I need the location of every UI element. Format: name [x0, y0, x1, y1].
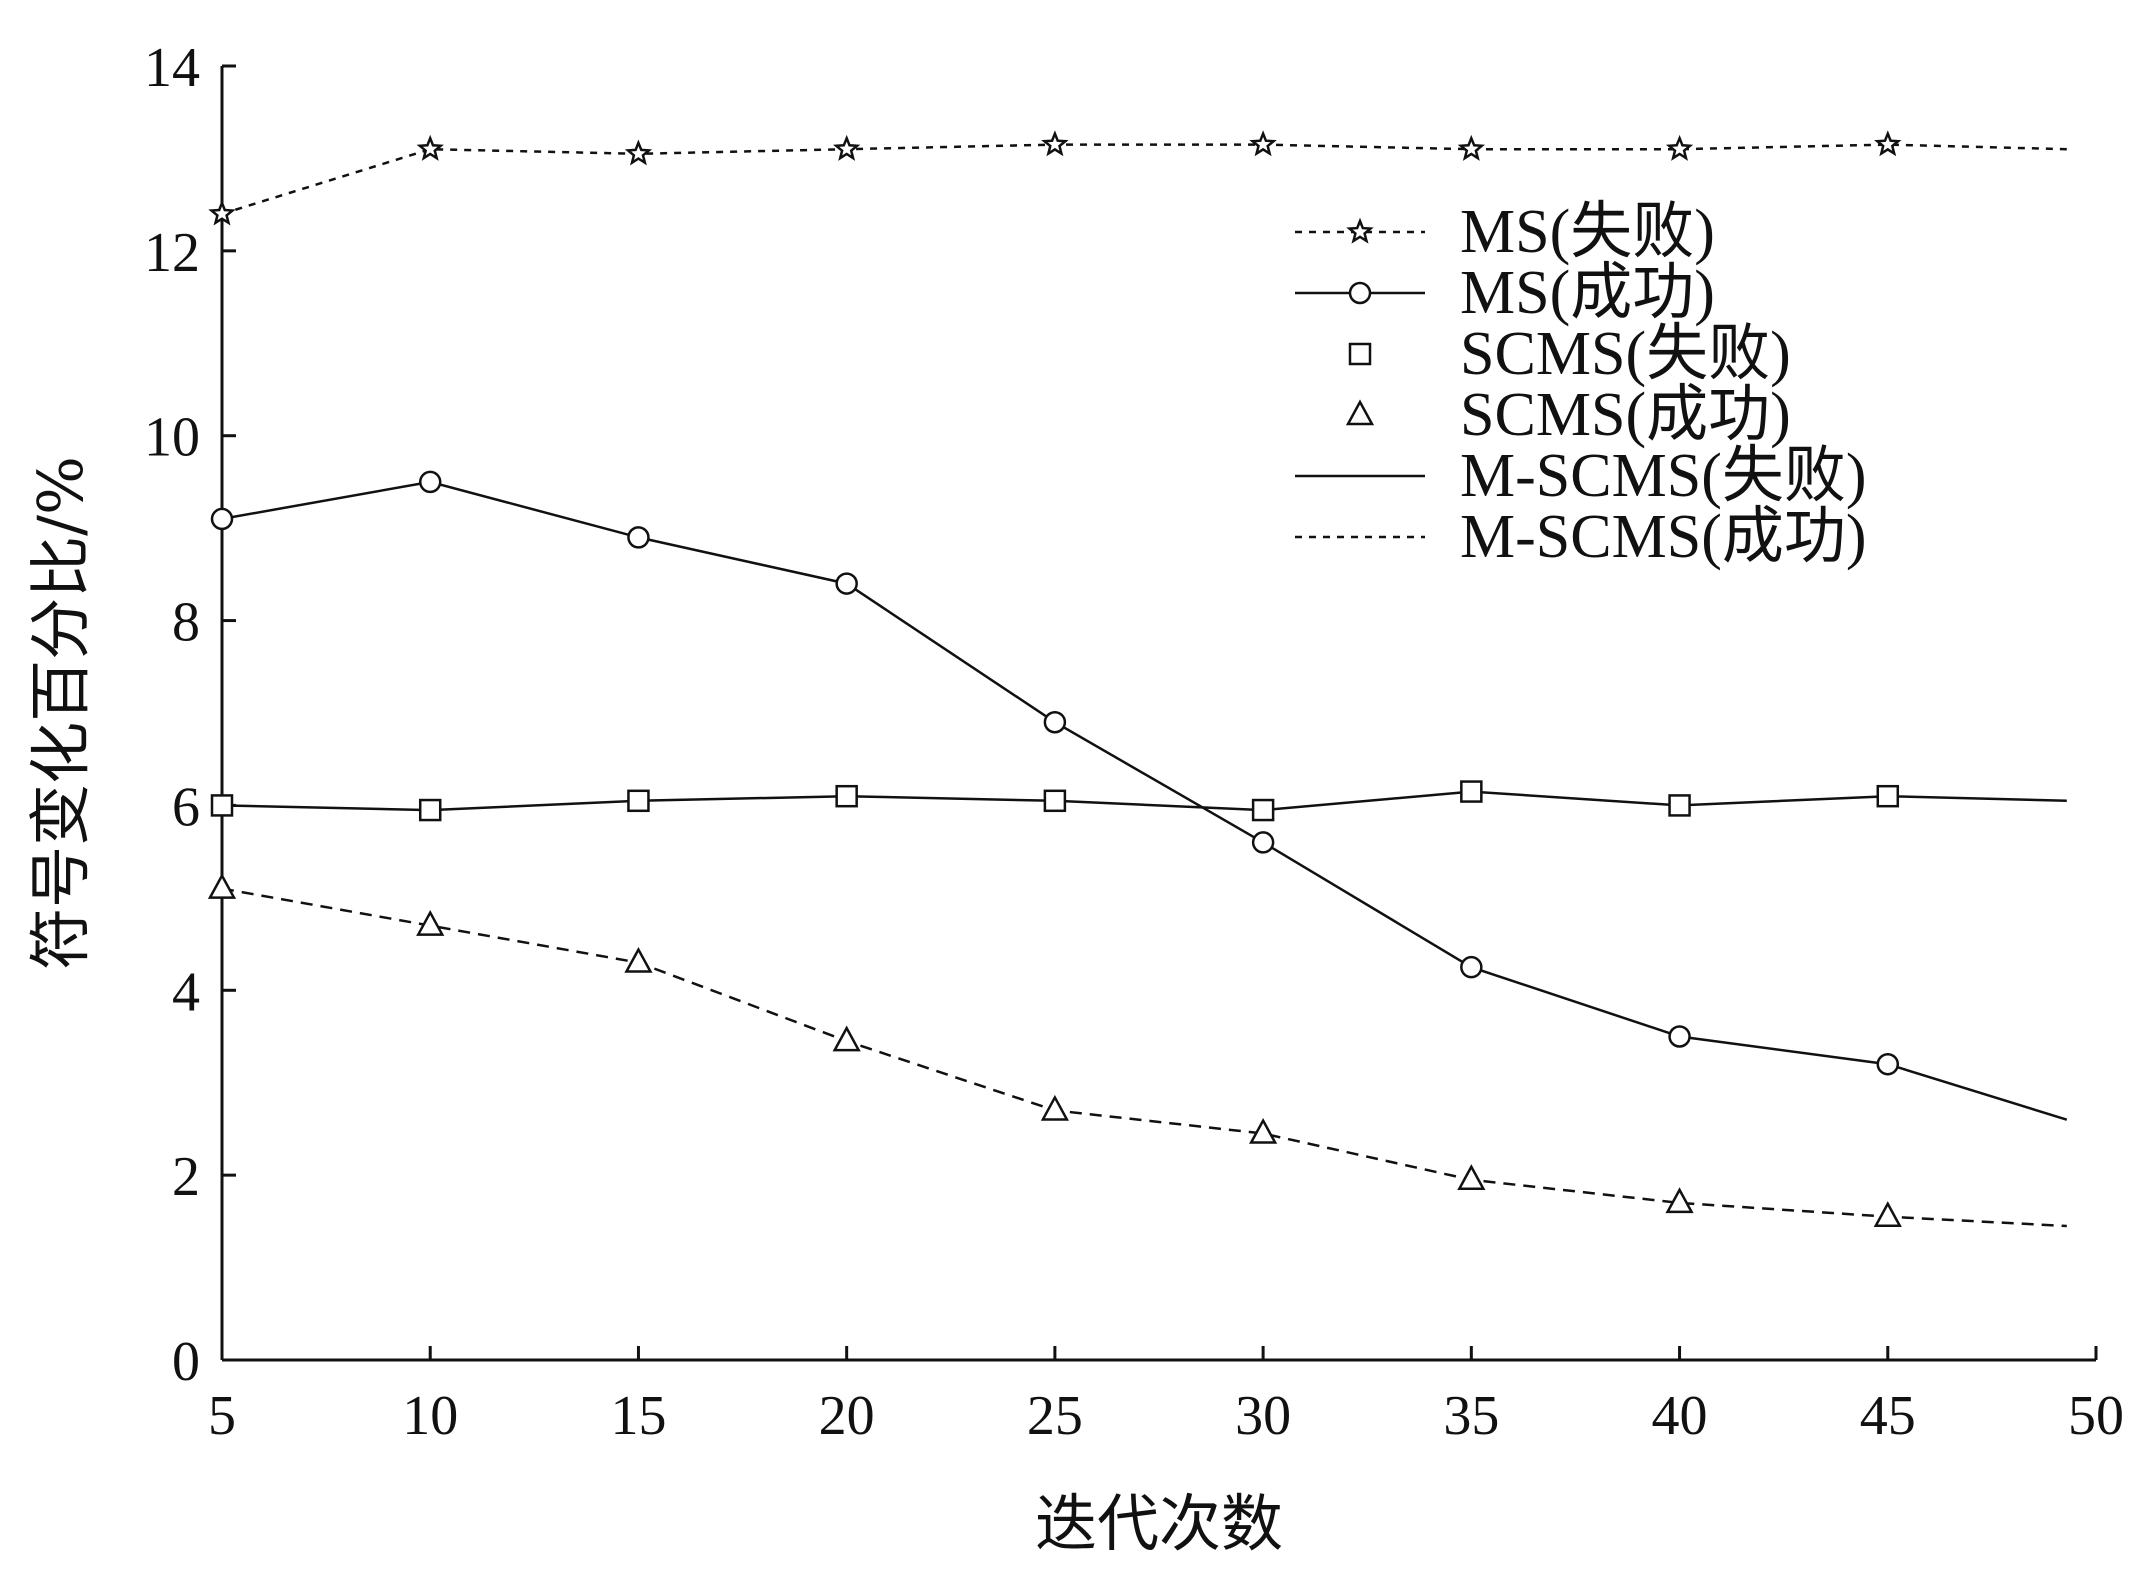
data-point [208, 199, 236, 226]
data-point [832, 134, 861, 161]
series-line [221, 143, 2067, 216]
data-point [1043, 710, 1067, 734]
legend-marker [1348, 281, 1372, 305]
data-point [1249, 1117, 1278, 1144]
legend-label: MS(成功) [1460, 259, 1715, 327]
series-layer [207, 130, 2068, 1228]
legend-label: SCMS(成功) [1460, 381, 1791, 449]
y-tick-label: 6 [172, 776, 200, 838]
data-point [1043, 789, 1067, 813]
data-point [418, 470, 442, 494]
series-line [221, 480, 2068, 1121]
data-point [416, 134, 444, 161]
y-tick-label: 14 [144, 37, 200, 99]
legend: MS(失败)MS(成功)SCMS(失败)SCMS(成功)M-SCMS(失败)M-… [1295, 198, 1867, 571]
x-tick-label: 50 [2068, 1385, 2124, 1447]
legend-item: M-SCMS(成功) [1295, 503, 1867, 571]
data-point [627, 789, 650, 813]
data-point [1876, 784, 1900, 808]
x-tick-label: 15 [610, 1385, 666, 1447]
x-tick-label: 5 [208, 1385, 236, 1447]
data-point [1040, 1094, 1069, 1121]
data-point [624, 946, 653, 973]
data-point [1041, 130, 1069, 157]
legend-item: SCMS(失败) [1348, 320, 1791, 388]
x-tick-label: 45 [1860, 1385, 1916, 1447]
data-point [1668, 794, 1691, 817]
data-point [207, 873, 237, 899]
data-point [418, 798, 442, 822]
legend-label: SCMS(失败) [1460, 320, 1791, 388]
y-tick-label: 4 [172, 961, 200, 1023]
legend-item: MS(失败) [1295, 198, 1715, 266]
data-point [1251, 831, 1275, 854]
legend-marker [1348, 342, 1372, 366]
legend-label: MS(失败) [1460, 198, 1715, 266]
series-1 [210, 470, 2068, 1121]
data-point [1665, 1187, 1694, 1214]
data-point [627, 526, 650, 549]
x-tick-label: 40 [1652, 1385, 1708, 1447]
y-ticks: 0 2 4 6 8 10 12 14 [144, 37, 236, 1393]
y-tick-label: 8 [172, 592, 200, 654]
x-tick-label: 35 [1443, 1385, 1499, 1447]
data-point [1457, 1164, 1486, 1191]
legend-item: SCMS(成功) [1345, 381, 1791, 449]
data-point [1460, 780, 1483, 803]
y-axis-title: 符号变化百分比/% [24, 456, 97, 970]
data-point [835, 784, 858, 808]
data-point [1457, 134, 1486, 161]
data-point [1251, 798, 1275, 822]
series-0 [208, 130, 2067, 226]
legend-marker [1345, 399, 1375, 426]
data-point [832, 1025, 861, 1052]
data-point [1876, 1052, 1900, 1076]
data-point [416, 909, 445, 936]
data-point [835, 572, 858, 595]
legend-label: M-SCMS(失败) [1460, 442, 1867, 510]
data-point [1873, 1201, 1902, 1227]
axes [220, 66, 2096, 1362]
x-ticks: 5 10 15 20 25 30 35 40 45 50 [208, 1346, 2124, 1447]
legend-label: M-SCMS(成功) [1460, 503, 1867, 571]
x-tick-label: 30 [1235, 1385, 1291, 1447]
data-point [210, 794, 234, 817]
data-point [210, 507, 234, 531]
data-point [1665, 134, 1694, 161]
legend-marker [1346, 217, 1374, 244]
x-tick-label: 10 [402, 1385, 458, 1447]
data-point [1460, 955, 1483, 979]
y-tick-label: 12 [144, 222, 200, 284]
x-axis-title: 迭代次数 [1035, 1487, 1283, 1560]
data-point [1668, 1025, 1691, 1048]
series-3 [207, 873, 2067, 1228]
y-tick-label: 2 [172, 1146, 200, 1208]
x-tick-label: 25 [1027, 1385, 1083, 1447]
series-line [221, 790, 2067, 812]
legend-item: M-SCMS(失败) [1295, 442, 1867, 510]
legend-item: MS(成功) [1295, 259, 1715, 327]
data-point [1874, 130, 1902, 157]
x-tick-label: 20 [819, 1385, 875, 1447]
series-line [221, 887, 2067, 1228]
data-point [1249, 130, 1277, 157]
y-tick-label: 0 [172, 1331, 200, 1393]
series-2 [210, 780, 2067, 822]
y-tick-label: 10 [144, 407, 200, 469]
data-point [624, 139, 653, 166]
